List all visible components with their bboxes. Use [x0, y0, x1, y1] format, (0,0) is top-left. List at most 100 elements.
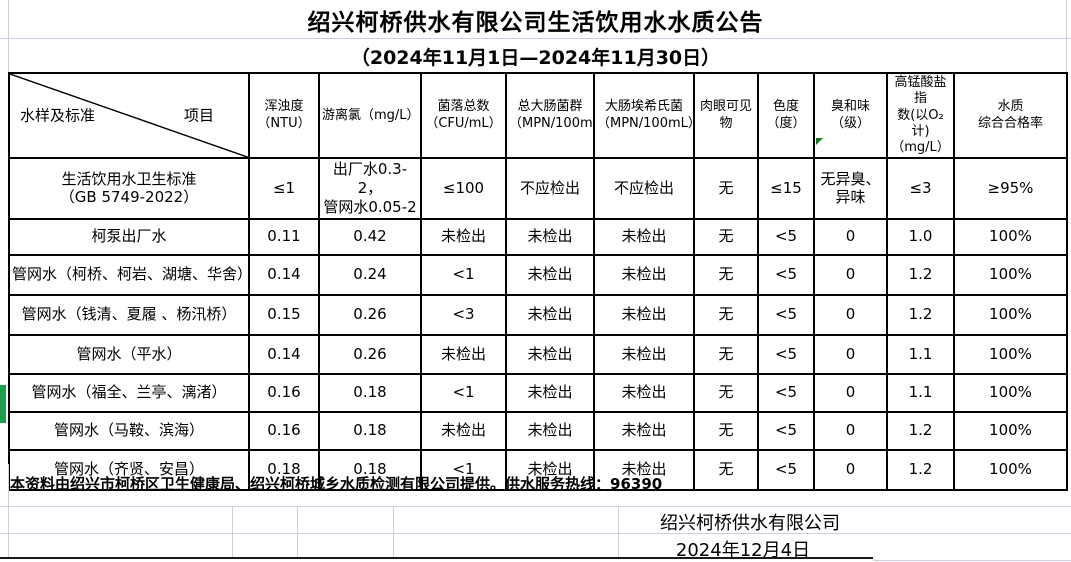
col-header-colony-count: 菌落总数 （CFU/mL）: [420, 71, 507, 160]
value-cell: 0: [813, 253, 888, 296]
col-header-free-chlorine: 游离氯（mg/L）: [318, 71, 422, 160]
table-row-pipe-qianqing: 管网水（钱清、夏履 、杨汛桥） 0.15 0.26 <3 未检出 未检出 无 <…: [8, 293, 1068, 336]
value-cell: ≤15: [757, 157, 815, 220]
value-cell: <1: [420, 253, 507, 296]
value-cell: 100%: [953, 217, 1068, 256]
value-cell: 无: [693, 372, 759, 413]
value-cell: 无: [693, 217, 759, 256]
gridline: [8, 0, 9, 72]
value-cell: 1.2: [886, 293, 955, 336]
value-cell: 100%: [953, 293, 1068, 336]
value-cell: 0: [813, 333, 888, 375]
footer-date: 2024年12月4日: [675, 540, 811, 561]
value-cell: 未检出: [420, 333, 507, 375]
value-cell: 0.24: [318, 253, 422, 296]
col-header-e-coli: 大肠埃希氏菌 （MPN/100mL）: [593, 71, 695, 160]
value-cell: 未检出: [593, 293, 695, 336]
table-row-pipe-qixian: 管网水（齐贤、安昌） 0.18 0.18 <1 未检出 未检出 无 <5 0 1…: [8, 448, 1068, 491]
col-header-turbidity: 浑浊度 （NTU）: [248, 71, 320, 160]
value-cell: 100%: [953, 448, 1068, 491]
value-cell: <5: [757, 410, 815, 451]
page-subtitle: （2024年11月1日—2024年11月30日）: [350, 47, 721, 69]
value-cell: 0: [813, 217, 888, 256]
value-cell: 100%: [953, 333, 1068, 375]
value-cell: <5: [757, 372, 815, 413]
table-row-pipe-keqiao: 管网水（柯桥、柯岩、湖塘、华舍） 0.14 0.24 <1 未检出 未检出 无 …: [8, 253, 1068, 296]
value-cell: 0: [813, 372, 888, 413]
sample-name-cell: 柯泵出厂水: [8, 217, 250, 256]
value-cell: 0.16: [248, 372, 320, 413]
value-cell: 未检出: [505, 410, 595, 451]
value-cell: 未检出: [505, 448, 595, 491]
value-cell: 0.26: [318, 333, 422, 375]
value-cell: 1.0: [886, 217, 955, 256]
value-cell: 无异臭、 异味: [813, 157, 888, 220]
gridline: [0, 533, 1071, 534]
col-header-permanganate-index: 高锰酸盐指 数(以O₂计) （mg/L）: [886, 71, 955, 160]
value-cell: 未检出: [593, 410, 695, 451]
value-cell: 0.15: [248, 293, 320, 336]
col-header-odor: 臭和味 （级）: [813, 71, 888, 160]
value-cell: 未检出: [593, 372, 695, 413]
table-row-plant-outlet: 柯泵出厂水 0.11 0.42 未检出 未检出 未检出 无 <5 0 1.0 1…: [8, 217, 1068, 256]
value-cell: <5: [757, 293, 815, 336]
value-cell: 无: [693, 448, 759, 491]
value-cell: <5: [757, 333, 815, 375]
value-cell: 1.1: [886, 372, 955, 413]
print-area-boundary: [0, 557, 873, 559]
value-cell: 未检出: [505, 217, 595, 256]
footer-note: 本资料由绍兴市柯桥区卫生健康局、绍兴柯桥城乡水质检测有限公司提供。供水服务热线：…: [10, 475, 663, 493]
value-cell: 未检出: [593, 253, 695, 296]
value-cell: <5: [757, 253, 815, 296]
value-cell: 0.18: [318, 410, 422, 451]
value-cell: 0: [813, 448, 888, 491]
value-cell: 100%: [953, 410, 1068, 451]
value-cell: 未检出: [505, 333, 595, 375]
value-cell: 未检出: [593, 217, 695, 256]
corner-label-sample: 水样及标准: [20, 106, 96, 125]
value-cell: <5: [757, 448, 815, 491]
value-cell: 0: [813, 410, 888, 451]
sample-name-cell: 管网水（福全、兰亭、漓渚）: [8, 372, 250, 413]
value-cell: ≤100: [420, 157, 507, 220]
gridline: [1066, 0, 1067, 72]
value-cell: 1.2: [886, 448, 955, 491]
value-cell: 0.42: [318, 217, 422, 256]
gridline: [0, 38, 1071, 39]
gridline: [0, 506, 1071, 507]
value-cell: 未检出: [505, 372, 595, 413]
sample-name-cell: 生活饮用水卫生标准 （GB 5749-2022）: [8, 157, 250, 220]
sample-name-cell: 管网水（柯桥、柯岩、湖塘、华舍）: [8, 253, 250, 296]
value-cell: 未检出: [420, 410, 507, 451]
value-cell: 100%: [953, 372, 1068, 413]
sample-name-cell: 管网水（马鞍、滨海）: [8, 410, 250, 451]
value-cell: 未检出: [505, 253, 595, 296]
table-row-pipe-fuquan: 管网水（福全、兰亭、漓渚） 0.16 0.18 <1 未检出 未检出 无 <5 …: [8, 372, 1068, 413]
value-cell: 0.26: [318, 293, 422, 336]
page-title: 绍兴柯桥供水有限公司生活饮用水水质公告: [307, 10, 764, 36]
value-cell: 0: [813, 293, 888, 336]
table-header-row: 项目 水样及标准 浑浊度 （NTU） 游离氯（mg/L） 菌落总数 （CFU/m…: [8, 71, 1068, 160]
value-cell: 0.18: [318, 372, 422, 413]
value-cell: 0.16: [248, 410, 320, 451]
value-cell: <1: [420, 372, 507, 413]
value-cell: 0.11: [248, 217, 320, 256]
row-marker-bar: [0, 385, 6, 423]
value-cell: 出厂水0.3-2， 管网水0.05-2: [318, 157, 422, 220]
table-row-pipe-maan: 管网水（马鞍、滨海） 0.16 0.18 未检出 未检出 未检出 无 <5 0 …: [8, 410, 1068, 451]
corner-cell: 项目 水样及标准: [8, 71, 250, 160]
value-cell: 100%: [953, 253, 1068, 296]
value-cell: ≤1: [248, 157, 320, 220]
value-cell: <1: [420, 448, 507, 491]
value-cell: 无: [693, 293, 759, 336]
col-header-visible-matter: 肉眼可见物: [693, 71, 759, 160]
gridline: [618, 506, 619, 558]
sample-name-cell: 管网水（平水）: [8, 333, 250, 375]
value-cell: 不应检出: [593, 157, 695, 220]
value-cell: 1.2: [886, 410, 955, 451]
value-cell: 0.14: [248, 333, 320, 375]
value-cell: ≤3: [886, 157, 955, 220]
table-row-pipe-pingshui: 管网水（平水） 0.14 0.26 未检出 未检出 未检出 无 <5 0 1.1…: [8, 333, 1068, 375]
gridline: [873, 560, 1071, 561]
